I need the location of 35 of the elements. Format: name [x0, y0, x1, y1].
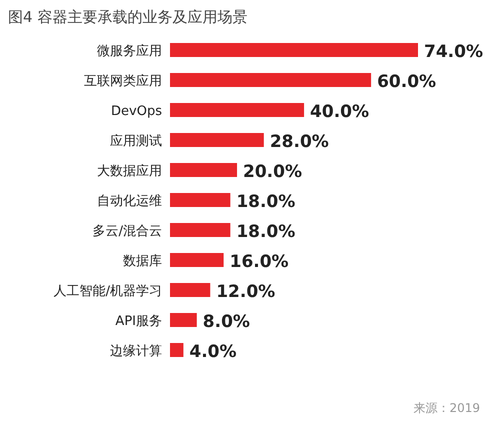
- data-label: 20.0%: [243, 162, 302, 182]
- data-label: 8.0%: [202, 312, 250, 332]
- chart-title: 图4 容器主要承载的业务及应用场景: [8, 8, 248, 26]
- y-tick-label: 数据库: [123, 254, 162, 269]
- data-label: 16.0%: [230, 252, 289, 272]
- data-label: 74.0%: [424, 42, 483, 62]
- y-tick-label: 自动化运维: [97, 194, 162, 209]
- data-label: 60.0%: [377, 72, 436, 92]
- y-tick-label: 大数据应用: [97, 163, 162, 179]
- data-label: 12.0%: [216, 282, 276, 302]
- y-tick-label: 人工智能/机器学习: [54, 284, 162, 299]
- bar: [170, 73, 372, 87]
- bar: [170, 313, 197, 327]
- bar: [170, 133, 264, 147]
- data-label: 4.0%: [189, 342, 237, 362]
- bar: [170, 223, 230, 237]
- bar: [170, 283, 210, 297]
- bar: [170, 253, 224, 267]
- y-tick-label: 微服务应用: [97, 43, 162, 59]
- y-tick-label: 多云/混合云: [92, 224, 162, 239]
- source-note: 来源：2019: [413, 401, 480, 415]
- data-label: 18.0%: [236, 192, 296, 212]
- data-label: 18.0%: [236, 222, 296, 242]
- data-label: 28.0%: [270, 132, 329, 152]
- y-tick-label: 边缘计算: [110, 344, 162, 359]
- bar: [170, 343, 184, 357]
- bar: [170, 43, 418, 57]
- bar: [170, 193, 230, 207]
- bar: [170, 103, 304, 117]
- bar: [170, 163, 238, 177]
- y-tick-label: 应用测试: [110, 133, 162, 149]
- y-tick-label: DevOps: [111, 104, 162, 119]
- y-tick-label: 互联网类应用: [84, 73, 162, 89]
- y-tick-label: API服务: [115, 314, 162, 329]
- data-label: 40.0%: [310, 102, 370, 122]
